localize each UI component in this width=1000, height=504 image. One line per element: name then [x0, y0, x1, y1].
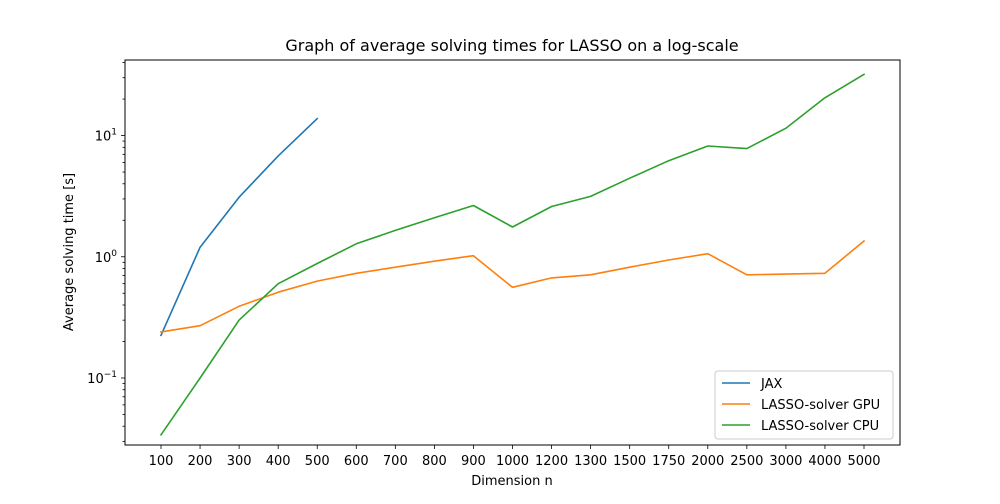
- chart-title: Graph of average solving times for LASSO…: [285, 36, 738, 55]
- x-tick-label: 1300: [574, 454, 607, 469]
- y-tick-label: 100: [95, 249, 118, 266]
- x-axis-ticks: 100 200 300 400 500 600 700 800 900 1000 1200 1300 1…: [149, 445, 881, 469]
- legend-box: [714, 370, 894, 440]
- series-line-lasso-solver-gpu: [160, 239, 866, 333]
- x-tick-label: 2500: [730, 454, 763, 469]
- series-line-jax: [159, 117, 319, 337]
- x-tick-label: 600: [344, 454, 369, 469]
- x-tick-label: 200: [188, 454, 213, 469]
- x-tick-label: 4000: [808, 454, 841, 469]
- legend-label-jax: JAX: [760, 377, 782, 392]
- x-tick-label: 500: [305, 454, 330, 469]
- legend-label-lasso-solver-gpu: LASSO-solver GPU: [761, 398, 880, 413]
- x-tick-label: 3000: [769, 454, 802, 469]
- x-tick-label: 100: [149, 454, 174, 469]
- y-tick-label: 101: [95, 128, 117, 145]
- x-tick-label: 1500: [613, 454, 646, 469]
- x-tick-label: 800: [422, 454, 447, 469]
- x-tick-label: 1000: [496, 454, 529, 469]
- y-minor-ticks: [122, 62, 125, 442]
- y-tick-label: 10−1: [87, 370, 117, 387]
- legend: JAX LASSO-solver GPU LASSO-solver CPU: [714, 370, 894, 440]
- y-axis-title: Average solving time [s]: [62, 173, 77, 331]
- x-tick-label: 400: [266, 454, 291, 469]
- legend-label-lasso-solver-cpu: LASSO-solver CPU: [761, 419, 879, 434]
- x-tick-label: 900: [461, 454, 486, 469]
- x-tick-label: 700: [383, 454, 408, 469]
- y-axis-ticks: 10−1 100 101: [87, 128, 125, 387]
- x-tick-label: 300: [227, 454, 252, 469]
- series-line-lasso-solver-cpu: [159, 73, 866, 436]
- x-tick-label: 2000: [691, 454, 724, 469]
- x-tick-label: 1200: [535, 454, 568, 469]
- x-tick-label: 1750: [652, 454, 685, 469]
- series-lines: [159, 73, 866, 436]
- x-axis-title: Dimension n: [471, 474, 552, 489]
- x-tick-label: 5000: [847, 454, 880, 469]
